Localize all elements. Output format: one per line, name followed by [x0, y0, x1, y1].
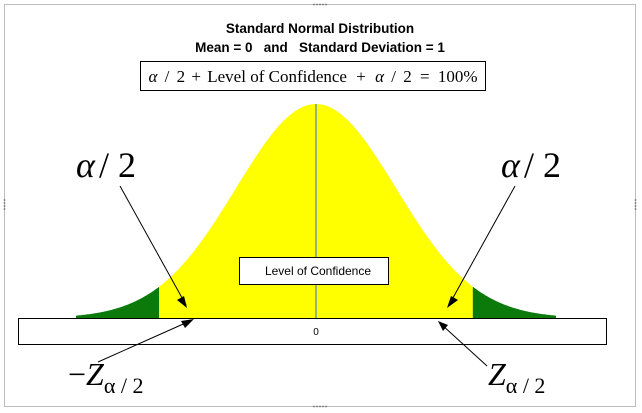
left-crit-arrow — [97, 320, 191, 363]
formula-box — [140, 61, 486, 91]
level-of-confidence-label: Level of Confidence — [265, 264, 371, 278]
left-crit-subscript: α / 2 — [104, 373, 144, 398]
formula-plus-1: + — [191, 67, 201, 86]
formula-plus-2: + — [356, 67, 366, 86]
handle-bottom-dot[interactable] — [316, 405, 318, 408]
formula-slash-2: / — [391, 67, 396, 86]
right-crit-subscript: α / 2 — [506, 373, 546, 398]
axis-zero-label: 0 — [313, 327, 319, 338]
right-crit-z: Z — [488, 356, 507, 392]
formula-two-2: 2 — [403, 67, 412, 86]
handle-left-dot[interactable] — [3, 208, 6, 210]
handle-left-dot[interactable] — [3, 202, 6, 204]
left-crit-arrowhead — [181, 319, 194, 328]
right-tail-arrowhead — [447, 296, 458, 308]
right-crit-arrow — [440, 323, 488, 367]
formula-text: α / 2 + Level of Confidence + α / 2 = 10… — [148, 67, 477, 86]
handle-right-dot[interactable] — [634, 202, 637, 204]
right-critical-z-label: Zα / 2 — [488, 356, 545, 398]
formula-equals: = — [420, 67, 430, 86]
formula-two-1: 2 — [177, 67, 186, 86]
left-tail-half: / 2 — [99, 145, 136, 185]
handle-top-dot[interactable] — [325, 3, 327, 6]
right-tail-alpha: α — [501, 145, 521, 185]
title-line-1: Standard Normal Distribution — [226, 21, 414, 36]
right-tail-label: α/ 2 — [501, 145, 561, 185]
left-critical-z-label: −Zα / 2 — [68, 356, 143, 398]
left-tail-label: α/ 2 — [76, 145, 136, 185]
handle-right-dot[interactable] — [634, 205, 637, 207]
left-tail-arrowhead — [177, 296, 187, 308]
handle-right-dot[interactable] — [634, 199, 637, 201]
left-tail-alpha: α — [76, 145, 96, 185]
axis-box — [18, 318, 607, 345]
handle-left-dot[interactable] — [3, 199, 6, 201]
handle-left-dot[interactable] — [3, 205, 6, 207]
handle-top-dot[interactable] — [313, 3, 315, 6]
formula-alpha-1: α — [148, 67, 158, 86]
title-line-2: Mean = 0 and Standard Deviation = 1 — [195, 40, 445, 55]
handle-bottom-dot[interactable] — [313, 405, 315, 408]
formula-level-of-confidence: Level of Confidence — [207, 67, 347, 86]
handle-right-dot[interactable] — [634, 208, 637, 210]
handle-top-dot[interactable] — [322, 3, 324, 6]
left-tail-region — [76, 286, 160, 318]
left-crit-minus: − — [68, 356, 86, 392]
right-tail-half: / 2 — [524, 145, 561, 185]
handle-bottom-dot[interactable] — [322, 405, 324, 408]
right-crit-arrowhead — [438, 321, 448, 331]
level-of-confidence-box — [239, 257, 389, 285]
left-crit-z: Z — [86, 356, 105, 392]
right-tail-region — [472, 286, 556, 318]
handle-top-dot[interactable] — [319, 3, 321, 6]
left-tail-arrow — [119, 185, 187, 306]
handle-top-dot[interactable] — [316, 3, 318, 6]
formula-hundred-percent: 100% — [438, 67, 478, 86]
handle-bottom-dot[interactable] — [319, 405, 321, 408]
formula-slash-1: / — [165, 67, 170, 86]
formula-alpha-2: α — [375, 67, 385, 86]
right-tail-arrow — [448, 185, 516, 306]
handle-bottom-dot[interactable] — [325, 405, 327, 408]
resize-handles[interactable] — [3, 3, 637, 408]
